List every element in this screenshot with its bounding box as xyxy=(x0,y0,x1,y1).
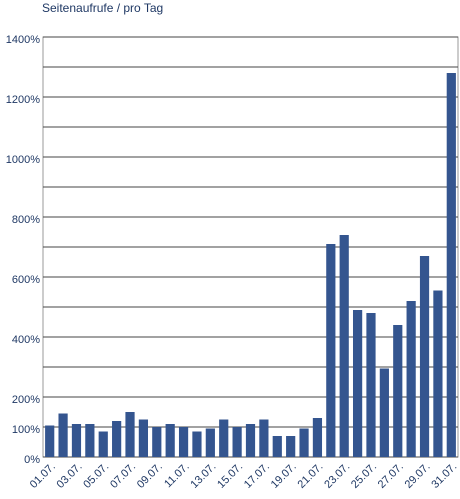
x-tick-label: 29.07. xyxy=(403,461,433,491)
bar xyxy=(379,368,389,457)
bar xyxy=(112,421,122,457)
bar xyxy=(205,428,215,457)
bar xyxy=(339,235,349,457)
bar xyxy=(138,419,149,457)
x-tick-label: 03.07. xyxy=(55,461,85,491)
x-tick-label: 27.07. xyxy=(376,461,406,491)
x-tick-label: 31.07. xyxy=(429,461,459,491)
x-tick-label: 25.07. xyxy=(349,461,379,491)
bar xyxy=(299,428,309,457)
y-tick-label: 1200% xyxy=(6,94,40,106)
bar xyxy=(125,412,135,457)
x-tick-label: 07.07. xyxy=(108,461,138,491)
bar xyxy=(85,424,95,457)
bar xyxy=(272,436,282,457)
y-tick-label: 600% xyxy=(12,274,40,286)
bar xyxy=(366,313,376,457)
y-tick-label: 0% xyxy=(24,454,40,466)
y-tick-label: 400% xyxy=(12,334,40,346)
chart-title: Seitenaufrufe / pro Tag xyxy=(42,1,163,15)
bar xyxy=(98,431,108,457)
y-tick-label: 100% xyxy=(12,424,40,436)
bar xyxy=(312,418,323,457)
bar xyxy=(245,424,256,457)
y-tick-label: 800% xyxy=(12,214,40,226)
bar xyxy=(419,256,430,457)
bar xyxy=(219,419,229,457)
bar xyxy=(45,425,55,457)
x-tick-label: 09.07. xyxy=(135,461,165,491)
y-tick-label: 200% xyxy=(12,394,40,406)
bar xyxy=(259,419,269,457)
bar xyxy=(71,424,82,457)
x-tick-label: 05.07. xyxy=(81,461,111,491)
bar xyxy=(406,301,416,457)
x-tick-label: 23.07. xyxy=(322,461,352,491)
bar xyxy=(192,431,202,457)
bar xyxy=(232,427,242,457)
bar xyxy=(326,244,336,457)
bar xyxy=(152,427,162,457)
bar xyxy=(352,310,363,457)
bar xyxy=(58,413,68,457)
x-tick-label: 19.07. xyxy=(269,461,299,491)
x-tick-label: 17.07. xyxy=(242,461,272,491)
x-tick-label: 11.07. xyxy=(162,461,192,491)
bar xyxy=(446,73,456,457)
bar xyxy=(178,427,189,457)
x-tick-label: 13.07. xyxy=(188,461,218,491)
y-tick-label: 1000% xyxy=(6,154,40,166)
bar xyxy=(433,290,443,457)
y-tick-label: 1400% xyxy=(6,34,40,46)
bar xyxy=(165,424,175,457)
x-tick-label: 21.07. xyxy=(295,461,325,491)
bar xyxy=(393,325,403,457)
x-tick-label: 15.07. xyxy=(215,461,245,491)
bar xyxy=(286,436,296,457)
